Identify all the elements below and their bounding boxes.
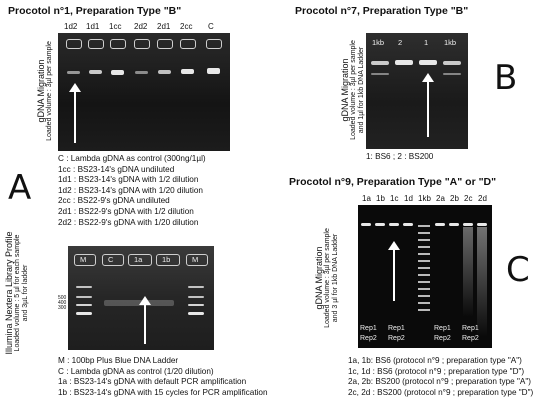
rep-label: Rep2 [388,335,405,342]
legend-item: 2cc : BS22-9's gDNA undiluted [58,196,170,206]
legend-item: M : 100bp Plus Blue DNA Ladder [58,356,179,365]
lane-label: 1d [404,194,413,203]
legend-item: 1c, 1d : BS6 (protocol n°9 ; preparation… [348,366,525,376]
rep-label: Rep1 [360,325,377,332]
library-lane-label: 1b [162,255,171,264]
library-lane-label: M [192,255,199,264]
legend-item: C : Lambda gDNA as control (300ng/1µl) [58,154,206,163]
lane-label: 1b [376,194,385,203]
rep-label: Rep1 [388,325,405,332]
rep-label: Rep1 [434,325,451,332]
panel-a-legend: C : Lambda gDNA as control (300ng/1µl) 1… [58,154,206,228]
arrow-icon [144,304,146,344]
legend-item: 2a, 2b: BS200 (protocol n°9 ; preparatio… [348,377,531,387]
panel-c-side-label: gDNA Migration Loaded volume : 3µl per s… [314,228,339,328]
library-lane-label: M [80,255,87,264]
lane-label: C [208,22,214,31]
arrow-icon [427,81,429,137]
legend-item: 1a, 1b: BS6 (protocol n°9 ; preparation … [348,356,522,365]
panel-letter-c: C [506,250,530,290]
panel-c-title: Procotol n°9, Preparation Type "A" or "D… [289,176,497,188]
lane-label: 2a [436,194,445,203]
panel-letter-a: A [8,168,32,208]
lane-label: 1 [424,38,429,47]
rep-label: Rep2 [360,335,377,342]
lane-label: 2cc [180,22,193,31]
legend-item: 1d1 : BS23-14's gDNA with 1/2 dilution [58,175,199,185]
panel-c-lane-labels: 1a 1b 1c 1d 1kb 2a 2b 2c 2d [360,194,520,204]
lane-label: 2 [398,38,403,47]
legend-item: 2d1 : BS22-9's gDNA with 1/2 dilution [58,206,194,216]
gel-image-c: Rep1 Rep2 Rep1 Rep2 Rep1 Rep2 Rep1 Rep2 [358,205,492,348]
lane-label: 2d1 [157,22,171,31]
gel-image-a [58,33,230,151]
panel-a-side-label: gDNA Migration Loaded volume : 3µl per s… [36,41,53,141]
lane-label: 1c [390,194,399,203]
panel-a-lane-labels: 1d2 1d1 1cc 2d2 2d1 2cc C [56,22,236,32]
legend-item: 1cc : BS23-14's gDNA undiluted [58,164,175,174]
panel-b-side-label: gDNA Migration Loaded volume : 3µl per s… [340,40,365,140]
lane-label: 2b [450,194,459,203]
panel-b-legend: 1: BS6 ; 2 : BS200 [366,152,434,161]
library-side-label: Illumina Nextera Library Profile Loaded … [4,231,29,355]
panel-letter-b: B [494,58,518,98]
arrow-icon [393,249,395,301]
legend-item: 1d2 : BS23-14's gDNA with 1/20 dilution [58,185,203,195]
lane-label: 2c [464,194,473,203]
rep-label: Rep1 [462,325,479,332]
gel-image-b: 1kb 2 1 1kb [366,33,468,149]
rep-labels: Rep1 Rep2 Rep1 Rep2 Rep1 Rep2 Rep1 Rep2 [358,323,492,348]
legend-item: 1a : BS23-14's gDNA with default PCR amp… [58,377,247,387]
legend-item: 2d2 : BS22-9's gDNA with 1/20 dilution [58,217,199,227]
lane-label: 1d1 [86,22,100,31]
legend-item: 1b : BS23-14's gDNA with 15 cycles for P… [58,387,268,397]
lane-label: 1a [362,194,371,203]
library-legend: M : 100bp Plus Blue DNA Ladder C : Lambd… [58,356,268,398]
rep-label: Rep2 [462,335,479,342]
legend-item: 2c, 2d : BS200 (protocol n°9 ; preparati… [348,387,534,397]
lane-label: 2d2 [134,22,148,31]
arrow-icon [74,91,76,143]
panel-c-legend: 1a, 1b: BS6 (protocol n°9 ; preparation … [348,356,533,398]
lane-label: 1kb [444,38,457,47]
rep-label: Rep2 [434,335,451,342]
legend-item: C : Lambda gDNA as control (1/20 dilutio… [58,366,214,376]
lane-label: 1cc [109,22,122,31]
lane-label: 1d2 [64,22,78,31]
gel-image-library: M C 1a 1b M [68,246,214,350]
panel-a-title: Procotol n°1, Preparation Type "B" [8,5,182,17]
lane-label: 1kb [418,194,431,203]
library-lane-label: C [108,255,114,264]
library-lane-label: 1a [134,255,143,264]
lane-label: 2d [478,194,487,203]
ladder-marks: 500 400 300 [58,295,67,311]
lane-label: 1kb [372,38,385,47]
panel-b-title: Procotol n°7, Preparation Type "B" [295,5,469,17]
